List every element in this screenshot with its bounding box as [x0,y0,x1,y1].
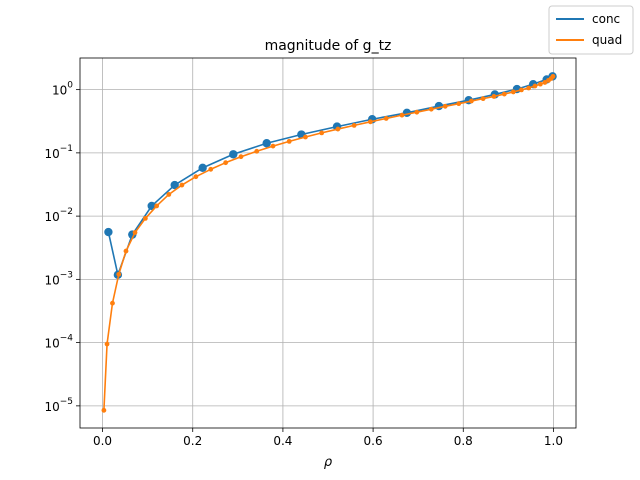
data-point-conc [229,150,238,159]
y-tick-label: 10−2 [44,207,73,224]
legend: conc quad [548,5,634,55]
data-point-quad [526,85,532,91]
data-point-quad [123,248,129,254]
data-point-quad [193,174,199,180]
data-point-quad [491,94,497,99]
data-point-quad [238,154,244,160]
series-layer [101,72,557,413]
data-point-quad [542,80,548,85]
x-tick-label: 0.6 [364,434,383,448]
y-tick-label: 10−4 [44,334,73,351]
data-point-quad [367,119,373,125]
data-point-quad [335,126,341,132]
ticks: 0.0 0.2 0.4 0.6 0.8 1.010−510−410−310−210−110… [44,81,563,448]
data-point-quad [510,89,516,95]
data-point-quad [537,81,543,87]
y-tick-power: −2 [60,207,73,217]
data-point-quad [303,134,308,140]
data-point-conc [104,227,113,237]
data-point-quad [519,87,524,93]
data-point-quad [501,91,507,97]
data-point-quad [116,271,122,277]
x-tick-label: 0.0 [93,434,112,448]
y-tick-power: −3 [60,270,73,280]
data-point-quad [179,182,185,188]
x-tick-label: 0.4 [273,434,292,448]
y-tick-power: 0 [67,81,73,91]
y-tick-base: 10 [44,147,59,161]
data-point-quad [286,138,292,144]
data-point-quad [383,116,389,121]
data-point-quad [166,192,172,197]
x-tick-label: 1.0 [544,434,563,448]
legend-label-conc: conc [592,12,620,26]
y-tick-power: −1 [60,144,73,154]
y-tick-label: 10−3 [44,270,73,287]
data-point-quad [208,166,214,172]
data-point-quad [132,230,138,235]
chart-title: magnitude of g_tz [265,38,392,54]
y-tick-label: 10−5 [44,397,73,414]
data-point-quad [254,148,260,154]
data-point-quad [351,122,357,128]
y-tick-base: 10 [44,337,59,351]
data-point-quad [399,112,405,118]
data-point-quad [142,216,148,221]
data-point-conc [262,139,271,148]
y-tick-power: −4 [60,334,74,344]
y-tick-base: 10 [52,84,67,98]
y-tick-power: −5 [60,397,73,407]
data-point-quad [319,130,325,136]
x-tick-label: 0.2 [183,434,202,448]
data-point-quad [270,143,276,149]
data-point-conc [170,180,179,190]
data-point-quad [101,407,107,413]
data-point-quad [480,96,486,102]
legend-label-quad: quad [592,33,622,47]
y-tick-base: 10 [44,400,59,414]
data-point-quad [110,300,115,306]
data-point-quad [223,160,229,166]
data-point-quad [154,203,160,209]
grid [80,58,576,428]
plot-area [80,58,576,428]
data-point-quad [428,106,434,112]
y-tick-label: 100 [52,81,73,98]
plot-frame [79,57,577,429]
x-tick-label: 0.8 [454,434,473,448]
y-tick-base: 10 [44,210,59,224]
data-point-quad [532,83,538,89]
data-point-quad [550,73,556,79]
y-tick-base: 10 [44,273,59,287]
data-point-conc [198,163,207,173]
data-point-quad [104,341,110,347]
y-tick-label: 10−1 [44,144,73,161]
data-point-quad [442,103,448,109]
data-point-quad [468,98,474,104]
x-axis-label: ρ [324,455,333,470]
data-point-quad [414,109,420,115]
data-point-quad [456,101,462,107]
